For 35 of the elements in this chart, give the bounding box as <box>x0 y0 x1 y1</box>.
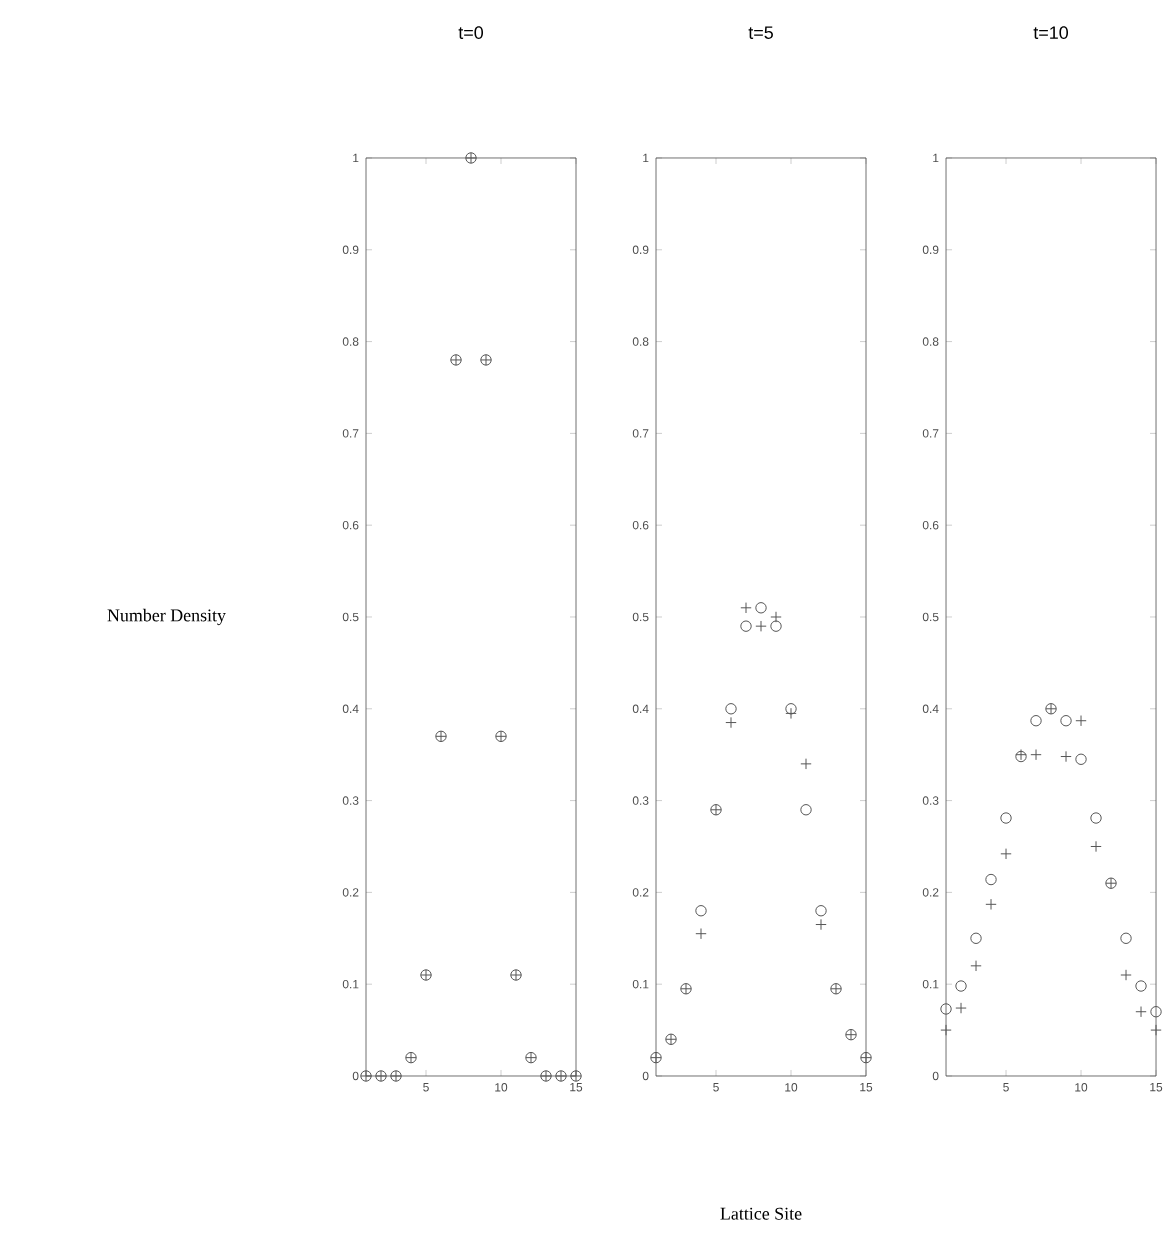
point <box>695 927 708 940</box>
y-axis-title: Number Density <box>107 608 227 626</box>
point <box>785 703 798 715</box>
point <box>1000 812 1013 824</box>
point <box>725 703 738 715</box>
point <box>1120 969 1133 981</box>
point <box>985 873 998 886</box>
point <box>800 804 813 816</box>
point <box>1075 753 1088 765</box>
point <box>940 1024 953 1036</box>
point <box>1150 1006 1163 1018</box>
point <box>1120 932 1133 944</box>
point <box>1135 980 1148 992</box>
point <box>755 602 768 614</box>
point <box>985 898 998 911</box>
point <box>955 980 968 992</box>
chart-title: t=0 <box>458 26 484 39</box>
point <box>815 905 828 917</box>
point <box>695 905 708 917</box>
point <box>970 932 983 944</box>
point <box>1090 812 1103 824</box>
chart-title: t=10 <box>1033 26 1069 39</box>
point <box>770 620 783 632</box>
chart-title: t=5 <box>748 26 774 39</box>
point <box>1030 715 1043 727</box>
point <box>800 758 813 770</box>
point <box>1000 848 1013 860</box>
point <box>785 707 798 720</box>
point <box>725 716 738 729</box>
point <box>1150 1024 1163 1036</box>
point <box>740 602 753 614</box>
x-axis-title: Lattice Site <box>720 1207 802 1220</box>
point <box>1135 1006 1148 1018</box>
point <box>770 611 783 623</box>
point <box>970 960 983 972</box>
